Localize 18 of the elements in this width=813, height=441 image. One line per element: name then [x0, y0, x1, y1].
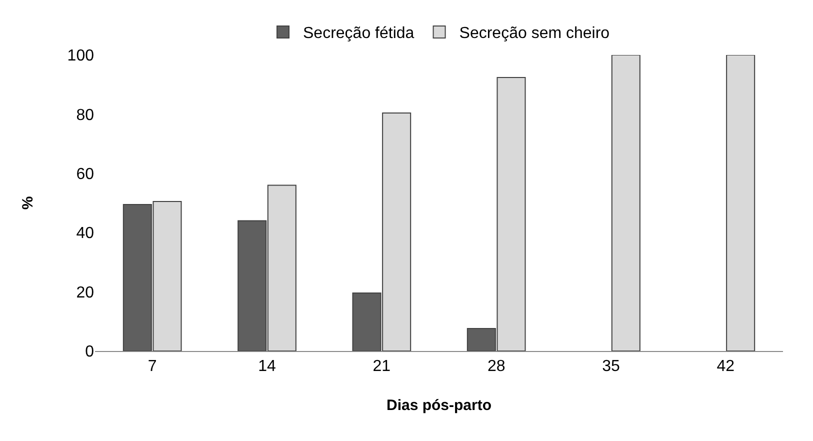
legend-label: Secreção sem cheiro	[459, 25, 610, 42]
x-axis-title: Dias pós-parto	[386, 397, 492, 414]
y-tick-label: 100	[67, 48, 94, 65]
bar	[611, 55, 640, 351]
x-tick-label: 21	[372, 358, 391, 376]
y-tick-label: 80	[76, 106, 94, 124]
x-tick-label: 35	[602, 358, 620, 376]
x-tick-label: 7	[148, 358, 157, 376]
y-tick-label: 40	[76, 225, 94, 242]
legend-label: Secreção fétida	[303, 25, 414, 42]
y-axis-title: %	[20, 196, 37, 210]
bar	[726, 55, 756, 351]
x-tick-label: 14	[258, 358, 276, 376]
y-tick-label: 20	[76, 284, 94, 302]
y-tick-label: 60	[76, 166, 94, 183]
x-tick-label: 28	[487, 358, 506, 376]
x-tick-label: 42	[716, 358, 735, 376]
y-tick-label: 0	[85, 344, 94, 361]
